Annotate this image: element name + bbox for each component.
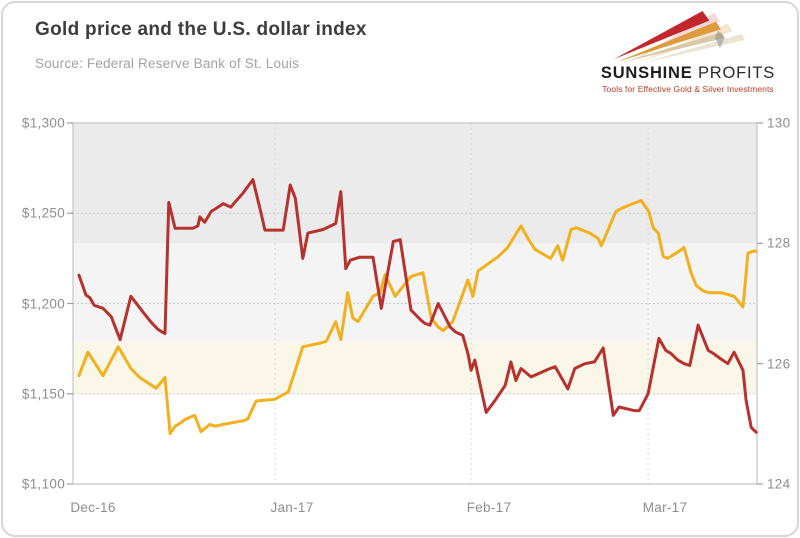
right-axis-tick-126: 126 [767,356,791,372]
page-title: Gold price and the U.S. dollar index [35,19,367,40]
left-axis-tick-1150: $1,150 [21,386,65,402]
plot-band [73,243,757,342]
plot-band [73,123,757,244]
x-axis-tick-dec16: Dec-16 [70,500,116,515]
logo-tagline: Tools for Effective Gold & Silver Invest… [602,84,774,94]
plot-band [73,341,757,394]
x-axis-tick-feb17: Feb-17 [466,500,512,515]
plot-area [67,122,763,488]
right-axis-tick-124: 124 [767,476,791,492]
left-axis-tick-1100: $1,100 [21,476,65,492]
series-line-gold_price [77,199,758,435]
logo-word-sunshine: SUNSHINE [600,64,693,82]
sunshine-profits-logo: SUNSHINE PROFITS Tools for Effective Gol… [599,11,777,94]
plot-band [73,393,757,485]
left-axis-tick-1300: $1,300 [21,115,65,131]
right-axis-tick-128: 128 [767,235,791,251]
left-axis-tick-1200: $1,200 [21,296,65,312]
logo-rays-icon [613,11,745,63]
x-axis-tick-jan17: Jan-17 [270,500,314,515]
x-axis-tick-mar17: Mar-17 [642,500,688,515]
source-caption: Source: Federal Reserve Bank of St. Loui… [35,56,300,71]
logo-wordmark: SUNSHINE PROFITS [601,64,775,83]
right-axis-tick-130: 130 [767,115,791,131]
logo-word-profits: PROFITS [697,64,776,82]
left-axis-tick-1250: $1,250 [21,205,65,221]
series-line-us_dollar_index [77,178,758,434]
